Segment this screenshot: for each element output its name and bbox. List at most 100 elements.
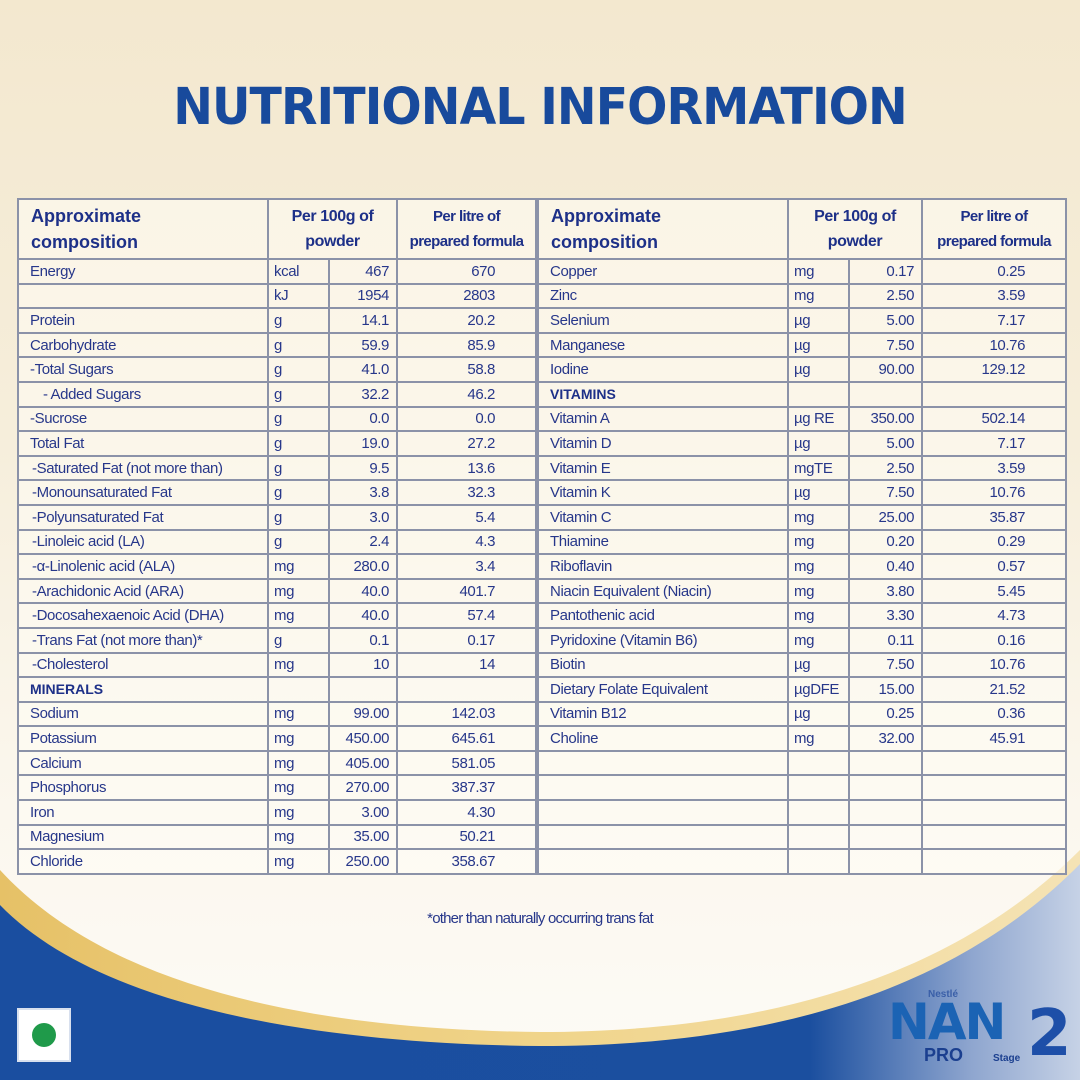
value-per-100g: 3.8: [327, 479, 399, 506]
brand-maker: Nestlé: [928, 989, 959, 1000]
value-per-litre: 58.8: [396, 356, 538, 383]
table-row: Copper mg 0.17 0.25: [537, 258, 1068, 285]
value-per-litre: 0.0: [396, 405, 538, 433]
table-row: -Arachidonic Acid (ARA) mg 40.0 401.7: [17, 577, 538, 605]
nutrient-name: -Total Sugars: [17, 356, 269, 383]
nutrient-name: Choline: [537, 725, 790, 752]
value-per-100g: 450.00: [327, 725, 399, 752]
nutrient-name: [537, 774, 790, 802]
table-row: Dietary Folate Equivalent µgDFE 15.00 21.52: [537, 676, 1068, 703]
nutrient-unit: [787, 799, 851, 826]
table-row: Phosphorus mg 270.00 387.37: [17, 774, 538, 802]
table-row: Protein g 14.1 20.2: [17, 307, 538, 334]
nutrient-unit: [787, 848, 851, 875]
nutrient-name: VITAMINS: [537, 380, 790, 408]
value-per-100g: 0.0: [327, 405, 399, 433]
nutrient-name: Vitamin A: [537, 405, 790, 433]
nutrient-unit: [787, 774, 851, 802]
nutrient-name: [17, 282, 269, 310]
value-per-100g: 2.50: [848, 454, 924, 482]
value-per-litre: 0.25: [921, 258, 1068, 285]
nutrient-name: Phosphorus: [17, 774, 269, 802]
nutrient-unit: g: [267, 528, 330, 556]
value-per-100g: 270.00: [327, 774, 399, 802]
nutrient-name: Vitamin B12: [537, 700, 790, 728]
value-per-litre: 5.4: [396, 503, 538, 531]
nutrient-name: Calcium: [17, 749, 269, 777]
nutrient-unit: µg: [787, 651, 851, 679]
nutrient-unit: mg: [787, 282, 851, 310]
nutrition-table: Approximate composition Per 100g of powd…: [17, 198, 1068, 875]
nutrient-name: Carbohydrate: [17, 331, 269, 359]
nutrient-name: -Sucrose: [17, 405, 269, 433]
value-per-litre: [921, 848, 1068, 875]
header-per-litre-line2: prepared formula: [409, 233, 524, 250]
nutrient-unit: µg: [787, 700, 851, 728]
table-row: Zinc mg 2.50 3.59: [537, 282, 1068, 310]
value-per-litre: 10.76: [921, 331, 1068, 359]
header-composition-line1: Approximate: [31, 206, 142, 226]
nutrient-unit: mg: [267, 823, 330, 851]
right-table-body: Copper mg 0.17 0.25 Zinc mg 2.50 3.59 Selenium µg…: [537, 258, 1068, 875]
table-row: Vitamin B12 µg 0.25 0.36: [537, 700, 1068, 728]
header-per-litre: Per litre of prepared formula: [921, 198, 1068, 260]
value-per-litre: 14: [396, 651, 538, 679]
value-per-100g: [327, 676, 399, 703]
value-per-100g: 15.00: [848, 676, 924, 703]
value-per-litre: 670: [396, 258, 538, 285]
value-per-litre: 502.14: [921, 405, 1068, 433]
nutrient-unit: g: [267, 479, 330, 506]
value-per-litre: 10.76: [921, 651, 1068, 679]
section-row: MINERALS: [17, 676, 538, 703]
table-row: -α-Linolenic acid (ALA) mg 280.0 3.4: [17, 553, 538, 580]
brand-name: NAN: [888, 993, 1006, 1051]
value-per-litre: 7.17: [921, 307, 1068, 334]
value-per-100g: 3.30: [848, 602, 924, 629]
nutrient-unit: g: [267, 454, 330, 482]
nutrient-unit: mg: [267, 602, 330, 629]
nutrient-unit: µg: [787, 331, 851, 359]
header-per-100g-line2: powder: [305, 233, 360, 250]
header-composition: Approximate composition: [537, 198, 790, 260]
nutrient-name: Protein: [17, 307, 269, 334]
value-per-litre: [921, 749, 1068, 777]
value-per-litre: 3.59: [921, 282, 1068, 310]
nutrient-name: Riboflavin: [537, 553, 790, 580]
header-per-100g-line2: powder: [827, 233, 883, 250]
nutrient-unit: mg: [267, 700, 330, 728]
nutrient-unit: mg: [267, 799, 330, 826]
nutrient-name: Vitamin C: [537, 503, 790, 531]
nutrient-name: Zinc: [537, 282, 790, 310]
value-per-100g: 405.00: [327, 749, 399, 777]
table-row: [537, 823, 1068, 851]
header-row: Approximate composition Per 100g of powd…: [537, 198, 1068, 260]
value-per-100g: [848, 749, 924, 777]
nutrient-unit: mg: [787, 553, 851, 580]
value-per-litre: 0.36: [921, 700, 1068, 728]
value-per-100g: 35.00: [327, 823, 399, 851]
table-row: -Cholesterol mg 10 14: [17, 651, 538, 679]
header-per-100g: Per 100g of powder: [266, 198, 399, 260]
nutrient-unit: g: [267, 626, 330, 654]
nutrient-unit: mg: [787, 258, 851, 285]
table-row: [537, 799, 1068, 826]
value-per-100g: 2.50: [848, 282, 924, 310]
header-per-litre-line1: Per litre of: [433, 208, 501, 225]
value-per-litre: 45.91: [921, 725, 1068, 752]
table-row: -Linoleic acid (LA) g 2.4 4.3: [17, 528, 538, 556]
value-per-litre: [921, 799, 1068, 826]
value-per-100g: 32.2: [327, 380, 399, 408]
value-per-litre: 0.29: [921, 528, 1068, 556]
value-per-litre: [921, 823, 1068, 851]
vegetarian-mark-icon: [17, 1008, 71, 1062]
nutrient-name: Selenium: [537, 307, 790, 334]
table-row: Total Fat g 19.0 27.2: [17, 430, 538, 457]
nutrient-name: Vitamin D: [537, 430, 790, 457]
value-per-100g: 19.0: [327, 430, 399, 457]
nutrient-unit: g: [267, 430, 330, 457]
page-title: NUTRITIONAL INFORMATION: [173, 78, 908, 137]
value-per-100g: 40.0: [327, 602, 399, 629]
nutrient-unit: [787, 380, 851, 408]
